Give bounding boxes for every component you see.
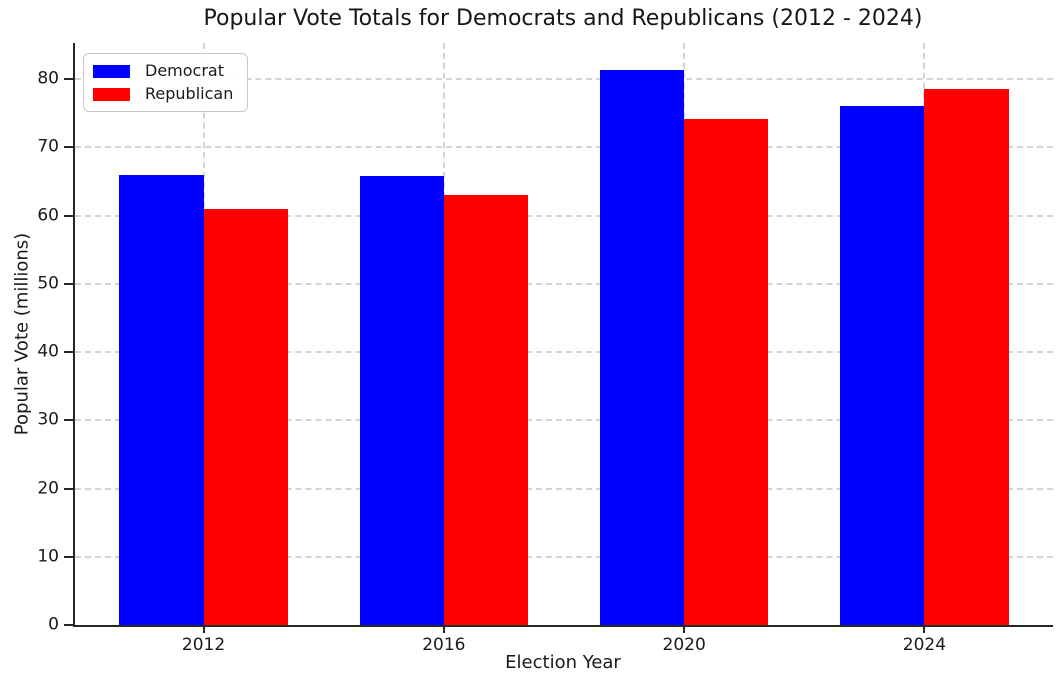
legend-label-republican: Republican — [145, 84, 234, 103]
legend-label-democrat: Democrat — [145, 61, 224, 80]
x-tick-mark-2020 — [683, 627, 686, 633]
x-tick-label-2020: 2020 — [662, 635, 706, 655]
x-tick-label-2024: 2024 — [902, 635, 947, 655]
x-tick-mark-2012 — [202, 627, 205, 633]
gridline-h-10 — [75, 555, 1053, 558]
y-tick-mark-60 — [64, 214, 73, 217]
x-axis-label: Election Year — [505, 652, 621, 673]
y-tick-mark-50 — [64, 282, 73, 285]
chart-title: Popular Vote Totals for Democrats and Re… — [203, 6, 923, 31]
y-tick-label-30: 30 — [37, 409, 59, 430]
bar-republican-2012 — [203, 209, 288, 625]
republican-swatch — [93, 87, 130, 101]
y-tick-label-0: 0 — [48, 614, 59, 635]
gridline-h-60 — [75, 214, 1053, 217]
gridline-h-20 — [75, 487, 1053, 490]
y-tick-mark-40 — [64, 351, 73, 354]
y-tick-label-70: 70 — [37, 136, 59, 157]
x-tick-label-2016: 2016 — [422, 635, 466, 655]
y-tick-label-10: 10 — [37, 546, 59, 567]
gridline-h-30 — [75, 419, 1053, 422]
y-tick-mark-10 — [64, 555, 73, 558]
bar-democrat-2016 — [359, 176, 444, 625]
y-tick-label-20: 20 — [37, 478, 59, 499]
gridline-h-50 — [75, 282, 1053, 285]
legend-item-republican: Republican — [93, 86, 233, 102]
y-tick-mark-20 — [64, 487, 73, 490]
y-tick-mark-80 — [64, 78, 73, 81]
bar-democrat-2012 — [119, 175, 204, 625]
y-tick-mark-70 — [64, 146, 73, 149]
x-tick-mark-2024 — [923, 627, 926, 633]
y-tick-label-80: 80 — [37, 68, 59, 89]
y-tick-label-40: 40 — [37, 341, 59, 362]
bar-republican-2024 — [924, 89, 1009, 625]
bar-democrat-2020 — [600, 70, 685, 625]
y-tick-label-50: 50 — [37, 273, 59, 294]
democrat-swatch — [93, 64, 130, 78]
gridline-h-70 — [75, 146, 1053, 149]
gridline-h-80 — [75, 78, 1053, 81]
gridline-h-40 — [75, 351, 1053, 354]
bar-republican-2016 — [443, 195, 528, 625]
plot-area: Democrat Republican 0 10 20 30 40 50 60 70 80 201… — [37, 43, 1053, 655]
y-tick-mark-30 — [64, 419, 73, 422]
x-tick-label-2012: 2012 — [181, 635, 226, 655]
bar-democrat-2024 — [840, 106, 925, 625]
bar-republican-2020 — [684, 118, 769, 625]
y-tick-mark-0 — [64, 624, 73, 626]
legend: Democrat Republican — [83, 53, 249, 112]
x-tick-mark-2016 — [442, 627, 445, 633]
y-tick-label-60: 60 — [37, 205, 59, 226]
legend-item-democrat: Democrat — [93, 63, 233, 79]
y-axis-label: Popular Vote (millions) — [11, 232, 33, 436]
